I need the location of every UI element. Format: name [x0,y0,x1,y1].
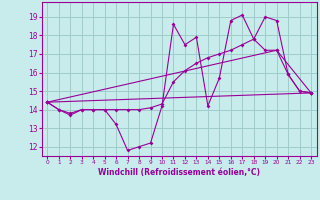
X-axis label: Windchill (Refroidissement éolien,°C): Windchill (Refroidissement éolien,°C) [98,168,260,177]
